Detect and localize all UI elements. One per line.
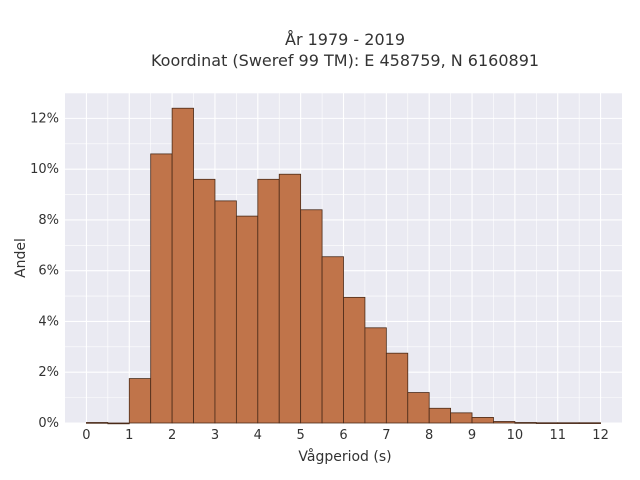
x-tick-label: 0 [82, 428, 90, 443]
x-tick-label: 10 [507, 428, 524, 443]
y-tick-label: 0% [38, 416, 59, 431]
x-axis-label: Vågperiod (s) [298, 448, 391, 465]
chart-title-line-1: År 1979 - 2019 [285, 30, 405, 49]
histogram-bar [407, 392, 430, 424]
y-tick-label: 8% [38, 213, 59, 228]
histogram-bar [128, 378, 152, 424]
x-tick-label: 9 [468, 428, 476, 443]
histogram-bar [514, 422, 537, 424]
x-tick-label: 2 [168, 428, 176, 443]
bars [86, 107, 601, 425]
histogram-bar [493, 421, 516, 424]
y-tick-label: 6% [38, 264, 59, 279]
histogram-bar [385, 352, 409, 424]
histogram-bar [214, 200, 237, 424]
histogram-bar [193, 178, 216, 424]
histogram-bar [578, 422, 601, 424]
histogram-bar [557, 422, 580, 424]
histogram-bar [343, 296, 366, 424]
tick-labels: 0 1 2 3 4 5 6 7 8 9 10 11 120%2%4%6%8%10%12% [30, 111, 609, 443]
x-tick-label: 3 [211, 428, 219, 443]
x-tick-label: 7 [382, 428, 390, 443]
histogram-bar [86, 422, 109, 424]
x-tick-label: 6 [339, 428, 347, 443]
histogram-bar [150, 153, 173, 424]
histogram-bar [171, 107, 194, 424]
x-tick-label: 11 [549, 428, 566, 443]
y-tick-label: 10% [30, 162, 59, 177]
chart-title-line-2: Koordinat (Sweref 99 TM): E 458759, N 61… [151, 51, 539, 70]
x-tick-label: 12 [592, 428, 609, 443]
histogram-bar [107, 422, 130, 425]
x-tick-label: 1 [125, 428, 133, 443]
histogram-bar [278, 173, 302, 424]
histogram-bar [535, 422, 559, 424]
histogram-bar [471, 417, 494, 424]
y-axis-label: Andel [13, 238, 29, 278]
histogram-bar [235, 215, 259, 424]
y-tick-label: 12% [30, 111, 59, 126]
histogram-bar [257, 178, 280, 424]
x-tick-label: 8 [425, 428, 433, 443]
histogram-bar [321, 256, 344, 424]
x-tick-label: 5 [297, 428, 305, 443]
y-tick-label: 2% [38, 365, 59, 380]
histogram-bar [450, 412, 473, 424]
histogram-bar [300, 209, 323, 424]
histogram-bar [364, 327, 387, 424]
x-tick-label: 4 [254, 428, 262, 443]
y-tick-label: 4% [38, 314, 59, 329]
histogram-bar [428, 407, 452, 424]
